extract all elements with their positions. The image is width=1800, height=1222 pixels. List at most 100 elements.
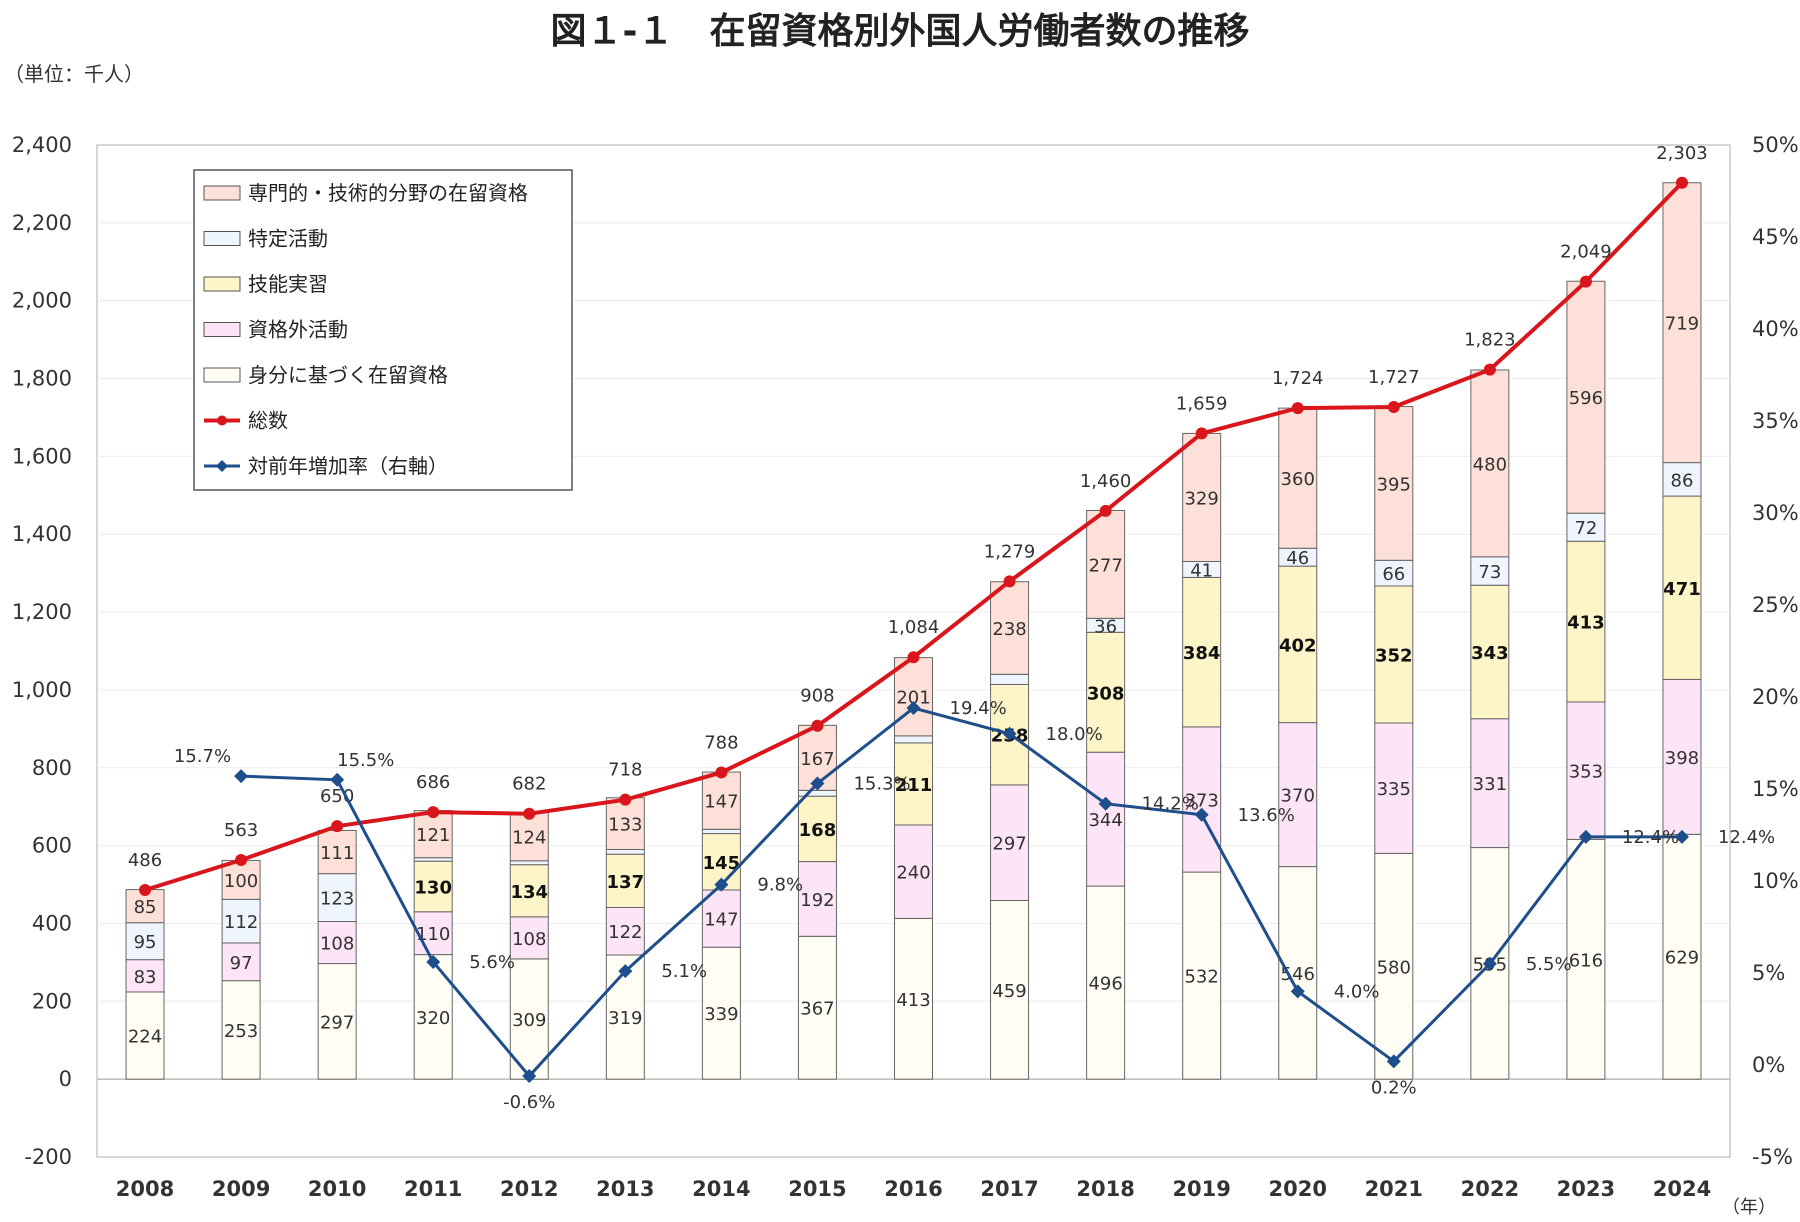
legend-label: 対前年増加率（右軸） [248,454,448,478]
legend-label: 専門的・技術的分野の在留資格 [248,181,528,205]
bar-segment [990,581,1030,675]
total-point [523,807,536,820]
bar-segment-label: 471 [1663,579,1701,600]
growth-label: 5.5% [1526,954,1572,975]
total-point [1675,176,1688,189]
total-label: 1,084 [888,617,940,638]
bar-segment-label: 319 [608,1008,642,1029]
bar-segment [1182,432,1222,562]
bar-segment [605,907,645,956]
total-point [715,766,728,779]
x-tick-label: 2011 [404,1177,462,1201]
total-label: 1,460 [1080,471,1132,492]
bar-segment-label: 167 [800,749,834,770]
growth-label: 5.6% [469,952,515,973]
bar-segment [1566,540,1606,703]
bar-segment-label: 134 [510,882,548,903]
growth-label: -0.6% [503,1092,555,1113]
bar-segment [221,898,261,944]
bar-segment-label: 616 [1569,950,1603,971]
total-point [235,854,248,867]
bar-segment-label: 97 [230,953,253,974]
growth-point [1290,984,1305,999]
y2-tick-label: -5% [1752,1145,1793,1169]
total-label: 908 [800,686,834,707]
y-tick-label: 1,200 [12,600,72,624]
bar-segment-label: 46 [1286,548,1309,569]
legend-label: 特定活動 [248,227,328,251]
y2-tick-label: 0% [1752,1053,1785,1077]
growth-label: 0.2% [1371,1077,1417,1098]
bar-segment [894,742,933,826]
bar-segment-label: 110 [416,924,450,945]
growth-label: 14.2% [1142,794,1199,815]
x-tick-label: 2014 [692,1177,750,1201]
total-point [811,719,824,732]
bar-segment-label: 137 [607,872,645,893]
bar-segment [221,980,261,1080]
bar-segment-label: 546 [1281,964,1315,985]
x-tick-label: 2024 [1653,1177,1711,1201]
y-tick-label: 200 [32,989,72,1013]
bar-segment [797,789,837,797]
bar-segment [125,922,165,961]
growth-point [906,701,921,716]
total-label: 2,049 [1560,242,1612,263]
legend-marker [216,460,228,472]
legend-label: 身分に基づく在留資格 [248,363,448,387]
unit-label: （単位：千人） [4,62,144,86]
bar-segment-label: 367 [800,999,834,1020]
total-point [1195,427,1208,440]
x-tick-label: 2015 [788,1177,846,1201]
bar-segment [1374,722,1414,854]
x-tick-label: 2021 [1365,1177,1423,1201]
x-tick-label: 2019 [1172,1177,1230,1201]
bar-segment [1278,722,1318,868]
y2-tick-label: 45% [1752,225,1799,249]
bar-segment [1662,182,1702,464]
legend-swatch [203,185,241,201]
total-label: 682 [512,774,546,795]
growth-label: 9.8% [757,875,803,896]
bar-segment [701,889,741,948]
total-point [1387,400,1400,413]
bar-segment [1182,576,1222,728]
bar-segment-label: 308 [1087,683,1125,704]
bar-segment [797,795,837,863]
bar-segment-label: 41 [1190,560,1213,581]
total-label: 1,659 [1176,393,1228,414]
bar-segment-label: 580 [1377,957,1411,978]
bar-segment [894,735,933,744]
growth-point [1674,829,1689,844]
bar-segment-label: 719 [1665,314,1699,335]
y-tick-label: 600 [32,834,72,858]
total-point [1291,402,1304,415]
total-label: 650 [320,786,354,807]
x-tick-label: 2008 [116,1177,174,1201]
total-point [1003,575,1016,588]
total-point [1099,504,1112,517]
bar-segment-label: 123 [320,889,354,910]
bar-segment [894,657,933,737]
bar-segment-label: 108 [512,929,546,950]
bar-segment-label: 240 [896,863,930,884]
legend-swatch [203,231,241,246]
bar-segment-label: 192 [800,890,834,911]
bar-segment [1374,585,1414,724]
chart-title: 図１-１ 在留資格別外国人労働者数の推移 [550,11,1250,52]
bar-segment [1086,885,1126,1080]
bar-segment-label: 108 [320,934,354,955]
y2-tick-label: 15% [1752,777,1799,801]
total-point [139,883,152,896]
bar-segment-label: 112 [224,912,258,933]
bar-segment-label: 480 [1473,454,1507,475]
bar-segment-label: 201 [896,688,930,709]
bar-segment-label: 395 [1377,474,1411,495]
y2-tick-label: 5% [1752,961,1785,985]
y2-tick-label: 50% [1752,133,1799,157]
x-tick-label: 2013 [596,1177,654,1201]
y-tick-label: 400 [32,911,72,935]
y-tick-label: 800 [32,756,72,780]
bar-segment [1566,280,1606,514]
bar-segment-label: 277 [1088,555,1122,576]
